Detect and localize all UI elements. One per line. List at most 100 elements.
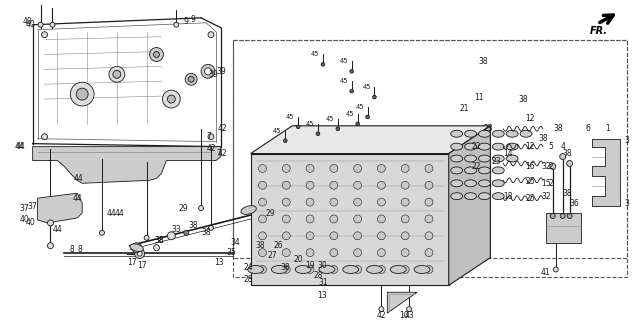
Circle shape [354, 266, 361, 274]
Circle shape [167, 95, 175, 103]
Circle shape [154, 245, 160, 251]
Text: 42: 42 [218, 149, 228, 158]
Circle shape [296, 125, 300, 129]
Circle shape [70, 82, 94, 106]
Circle shape [354, 181, 361, 189]
Circle shape [379, 307, 384, 312]
Text: 45: 45 [339, 78, 348, 84]
Text: 7: 7 [206, 132, 211, 141]
Circle shape [282, 249, 291, 257]
Text: 25: 25 [525, 177, 535, 186]
Text: 16: 16 [525, 162, 535, 171]
Circle shape [550, 213, 555, 219]
Circle shape [321, 63, 325, 66]
Text: 33: 33 [172, 225, 181, 234]
Text: 14: 14 [503, 149, 513, 158]
Circle shape [282, 164, 291, 172]
Text: 22: 22 [472, 162, 481, 171]
Circle shape [553, 267, 558, 272]
Ellipse shape [492, 143, 505, 150]
Circle shape [42, 32, 47, 38]
Text: 38: 38 [518, 95, 528, 104]
Circle shape [406, 307, 411, 312]
Text: 38: 38 [538, 134, 548, 143]
Circle shape [401, 249, 409, 257]
Text: 30: 30 [317, 261, 327, 270]
Circle shape [354, 215, 361, 223]
Ellipse shape [367, 266, 382, 274]
Ellipse shape [506, 143, 518, 150]
Text: 2: 2 [548, 162, 553, 171]
Circle shape [149, 48, 163, 61]
Circle shape [188, 76, 194, 82]
Text: 8: 8 [78, 245, 82, 254]
Circle shape [560, 154, 566, 159]
Ellipse shape [492, 155, 505, 162]
Circle shape [47, 243, 53, 249]
Text: 44: 44 [115, 209, 125, 218]
Ellipse shape [295, 266, 311, 274]
Bar [233, 40, 627, 258]
Text: 34: 34 [231, 238, 241, 247]
Text: 29: 29 [266, 209, 275, 218]
Text: 45: 45 [286, 114, 294, 120]
Ellipse shape [479, 143, 491, 150]
Ellipse shape [465, 143, 477, 150]
Circle shape [377, 181, 385, 189]
Polygon shape [251, 126, 491, 154]
Text: 24: 24 [244, 263, 253, 272]
Text: 32: 32 [541, 162, 551, 171]
Ellipse shape [248, 266, 263, 274]
Circle shape [282, 232, 291, 240]
Text: 4: 4 [560, 142, 565, 151]
Text: 44: 44 [73, 174, 83, 183]
Text: 41: 41 [541, 268, 551, 277]
Text: 29: 29 [179, 204, 188, 212]
Text: 22: 22 [472, 142, 481, 151]
Polygon shape [592, 139, 620, 206]
Text: 20: 20 [293, 255, 303, 264]
Text: 38: 38 [280, 263, 290, 272]
Ellipse shape [479, 155, 491, 162]
Ellipse shape [451, 167, 463, 174]
Text: 38: 38 [479, 57, 488, 66]
Text: 40: 40 [26, 219, 35, 228]
Ellipse shape [465, 167, 477, 174]
Text: 25: 25 [525, 194, 535, 203]
Ellipse shape [414, 266, 430, 274]
Circle shape [208, 225, 213, 230]
Text: 2: 2 [548, 179, 553, 188]
Circle shape [401, 215, 409, 223]
Text: 5: 5 [548, 142, 553, 151]
Circle shape [99, 230, 104, 235]
Circle shape [208, 32, 214, 38]
Circle shape [401, 181, 409, 189]
Text: 38: 38 [563, 189, 572, 198]
Bar [233, 40, 627, 277]
Text: 3: 3 [625, 136, 630, 145]
Circle shape [109, 66, 125, 82]
Circle shape [167, 232, 175, 240]
Circle shape [42, 134, 47, 140]
Text: 11: 11 [473, 92, 483, 101]
Circle shape [425, 232, 433, 240]
Circle shape [258, 181, 266, 189]
Circle shape [306, 181, 314, 189]
Circle shape [356, 122, 360, 126]
Text: 44: 44 [16, 142, 25, 151]
Circle shape [163, 90, 180, 108]
Text: 12: 12 [525, 114, 535, 124]
Polygon shape [449, 126, 491, 285]
Ellipse shape [465, 193, 477, 200]
Text: 38: 38 [256, 241, 265, 250]
Circle shape [306, 232, 314, 240]
Text: 39: 39 [208, 70, 218, 79]
Ellipse shape [492, 130, 505, 137]
Ellipse shape [479, 167, 491, 174]
Circle shape [567, 213, 572, 219]
Ellipse shape [479, 193, 491, 200]
Ellipse shape [272, 266, 287, 274]
Bar [546, 213, 580, 243]
Circle shape [50, 22, 55, 27]
Circle shape [377, 198, 385, 206]
